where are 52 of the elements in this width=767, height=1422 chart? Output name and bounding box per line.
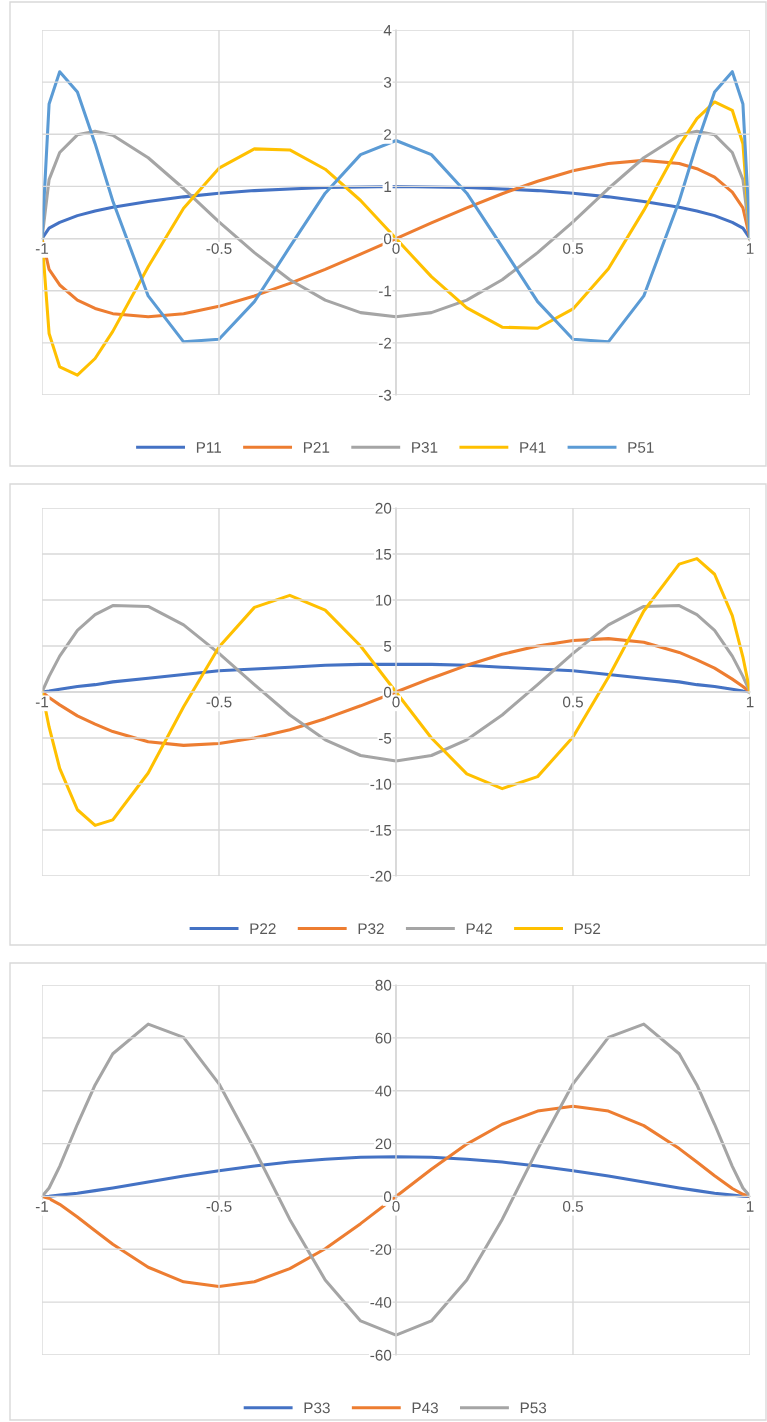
x-tick-label: 0.5 [562,696,583,708]
y-tick-label: 0 [383,686,392,698]
y-tick-label: 3 [383,77,392,88]
y-tick-label: 80 [375,979,392,991]
x-tick-label: 0 [392,696,400,708]
y-tick-label: 40 [375,1085,392,1097]
y-tick-label: -1 [378,285,392,297]
legend-label: P52 [574,923,601,935]
y-tick-label: 2 [384,129,392,140]
legend-label: P42 [466,923,492,934]
legend-label: P43 [412,1402,438,1414]
x-tick-label: 0.5 [562,243,583,254]
y-tick-label: 10 [376,594,392,606]
x-tick-label: -0.5 [206,1201,232,1212]
y-tick-label: 4 [383,25,392,36]
y-tick-label: -2 [378,337,392,349]
y-tick-label: -40 [370,1297,392,1308]
legend-label: P33 [304,1402,330,1414]
y-tick-label: -60 [370,1349,392,1361]
x-tick-label: 0.5 [562,1201,583,1212]
y-tick-label: 0 [383,233,392,245]
x-tick-label: -0.5 [206,696,232,708]
legend-label: P21 [303,442,330,453]
y-tick-label: -15 [370,825,392,836]
x-tick-label: -1 [35,696,49,708]
y-tick-label: -3 [378,389,392,401]
y-tick-label: 20 [375,1138,392,1150]
legend-label: P53 [520,1402,547,1414]
x-tick-label: 0 [392,1201,400,1212]
x-tick-label: 1 [746,1201,754,1212]
legend-label: P51 [628,442,654,453]
y-tick-label: 1 [384,181,392,192]
y-tick-label: 0 [383,1191,392,1203]
legend-label: P11 [196,442,221,453]
x-tick-label: -1 [35,1201,49,1212]
x-tick-label: 1 [746,243,754,254]
legend-label: P32 [358,923,384,935]
y-tick-label: 15 [376,549,392,560]
y-tick-label: 60 [375,1032,392,1044]
legend-label: P22 [250,923,276,934]
y-tick-label: -20 [370,1244,392,1255]
y-tick-label: -20 [370,870,392,882]
x-tick-label: -0.5 [206,243,232,254]
x-tick-label: 1 [746,696,754,708]
y-tick-label: -5 [378,733,392,744]
y-tick-label: -10 [370,778,392,790]
y-tick-label: 20 [375,502,392,514]
x-tick-label: -1 [35,243,49,254]
legend-label: P41 [520,442,546,453]
x-tick-label: 0 [392,243,400,254]
y-tick-label: 5 [383,641,392,652]
legend-label: P31 [412,442,438,453]
